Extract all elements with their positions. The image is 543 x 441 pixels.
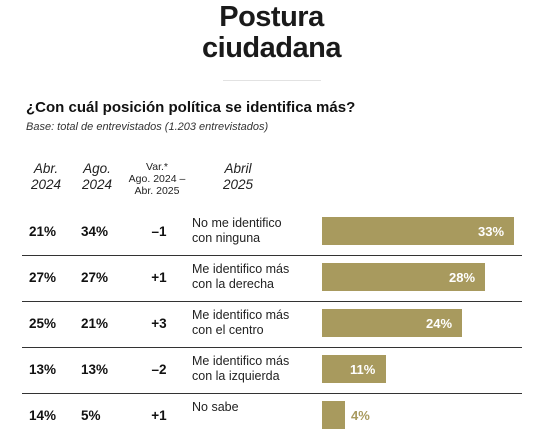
value-abr-2024: 25% (29, 316, 57, 331)
header-var-l2: Ago. 2024 – (128, 173, 186, 185)
bar-value-label: 11% (350, 362, 376, 377)
bar-abril-2025 (322, 355, 386, 383)
value-variation: +1 (151, 408, 167, 423)
header-abril-2025: Abril 2025 (213, 161, 263, 193)
row-divider (22, 301, 522, 302)
header-ago-2024: Ago. 2024 (77, 161, 117, 193)
value-abr-2024: 21% (29, 224, 57, 239)
category-label-line-1: Me identifico más (192, 262, 290, 276)
category-label: No me identifico con ninguna (192, 216, 322, 246)
header-abril-2025-l1: Abril (224, 161, 252, 176)
bar-value-label: 33% (478, 224, 505, 239)
value-variation: +1 (151, 270, 167, 285)
bar-value-label: 24% (426, 316, 453, 331)
table-row: 13% 13% –2 Me identifico más con la izquierd… (22, 350, 522, 394)
category-label-line-1: Me identifico más (192, 354, 290, 368)
base-note: Base: total de entrevistados (1.203 entr… (26, 121, 269, 133)
header-variation: Var.* Ago. 2024 – Abr. 2025 (122, 161, 192, 197)
category-label-line-2: con el centro (192, 323, 264, 337)
bar-abril-2025 (322, 309, 462, 337)
title-line-1: Postura (219, 1, 324, 33)
value-ago-2024: 34% (81, 224, 109, 239)
category-label-line-2: con ninguna (192, 231, 261, 245)
category-label-line-2: con la derecha (192, 277, 275, 291)
category-label-line-1: No sabe (192, 400, 239, 414)
title-line-2: ciudadana (202, 32, 341, 64)
value-ago-2024: 5% (81, 408, 101, 423)
value-ago-2024: 13% (81, 362, 109, 377)
category-label: No sabe (192, 400, 322, 415)
header-abr-2024-l1: Abr. (33, 161, 59, 176)
bar-abril-2025 (322, 263, 485, 291)
bar-value-label: 28% (449, 270, 476, 285)
header-abril-2025-l2: 2025 (222, 177, 254, 192)
value-variation: +3 (151, 316, 167, 331)
row-divider (22, 255, 522, 256)
value-abr-2024: 14% (29, 408, 57, 423)
header-abr-2024: Abr. 2024 (26, 161, 66, 193)
bar-abril-2025 (322, 217, 514, 245)
category-label: Me identifico más con el centro (192, 308, 322, 338)
header-ago-2024-l1: Ago. (83, 161, 111, 176)
value-ago-2024: 21% (81, 316, 109, 331)
header-ago-2024-l2: 2024 (81, 177, 113, 192)
table-row: 14% 5% +1 No sabe 4% (22, 396, 522, 440)
row-divider (22, 393, 522, 394)
category-label-line-1: Me identifico más (192, 308, 290, 322)
table-row: 21% 34% –1 No me identifico con ninguna 33% (22, 212, 522, 256)
category-label: Me identifico más con la izquierda (192, 354, 322, 384)
value-variation: –2 (151, 362, 167, 377)
category-label-line-1: No me identifico (192, 216, 282, 230)
table-row: 25% 21% +3 Me identifico más con el centro 24… (22, 304, 522, 348)
title-divider (223, 80, 321, 81)
category-label: Me identifico más con la derecha (192, 262, 322, 292)
value-abr-2024: 27% (29, 270, 57, 285)
header-var-l1: Var.* (146, 161, 168, 173)
bar-abril-2025 (322, 401, 345, 429)
header-var-l3: Abr. 2025 (134, 185, 180, 197)
value-ago-2024: 27% (81, 270, 109, 285)
header-abr-2024-l2: 2024 (30, 177, 62, 192)
question-text: ¿Con cuál posición política se identific… (26, 99, 356, 116)
value-abr-2024: 13% (29, 362, 57, 377)
table-row: 27% 27% +1 Me identifico más con la derecha 2… (22, 258, 522, 302)
value-variation: –1 (151, 224, 167, 239)
bar-value-label: 4% (351, 408, 370, 423)
row-divider (22, 347, 522, 348)
category-label-line-2: con la izquierda (192, 369, 280, 383)
